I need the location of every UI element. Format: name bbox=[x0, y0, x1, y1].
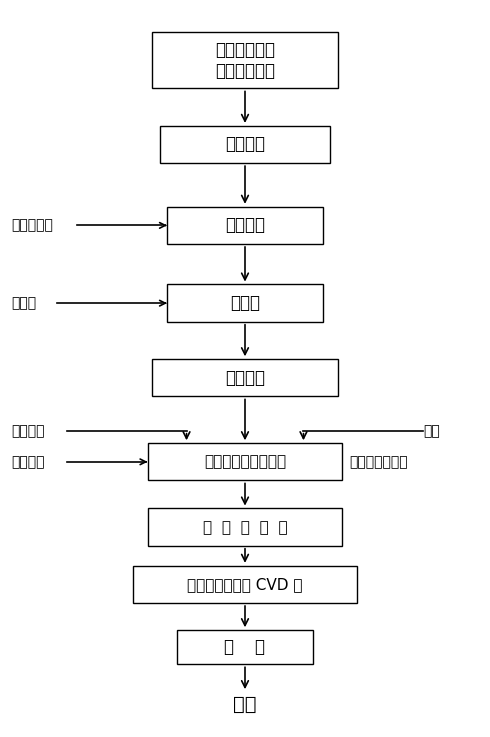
Text: 各类气源: 各类气源 bbox=[11, 455, 45, 469]
Bar bbox=[167, 284, 323, 322]
Text: 成品: 成品 bbox=[233, 695, 257, 714]
Text: 超声波: 超声波 bbox=[11, 296, 36, 310]
Text: 第  一  步  形  核: 第 一 步 形 核 bbox=[203, 520, 287, 534]
Text: 抛研工件: 抛研工件 bbox=[225, 217, 265, 234]
Text: 无污染、无噪音: 无污染、无噪音 bbox=[350, 455, 408, 469]
Bar bbox=[167, 206, 323, 244]
Bar bbox=[152, 359, 338, 397]
Text: 清洗干燥: 清洗干燥 bbox=[225, 368, 265, 387]
Text: 制作硬质合金
义牙铣刀基体: 制作硬质合金 义牙铣刀基体 bbox=[215, 41, 275, 80]
Bar bbox=[147, 509, 343, 546]
Text: 调整功率: 调整功率 bbox=[11, 424, 45, 438]
Bar bbox=[133, 566, 357, 603]
Text: 热丝金刚石涂层设备: 热丝金刚石涂层设备 bbox=[204, 454, 286, 469]
Bar bbox=[147, 443, 343, 481]
Text: 偏压: 偏压 bbox=[423, 424, 440, 438]
Text: 金刚石微粉: 金刚石微粉 bbox=[11, 218, 53, 232]
Text: 预处理: 预处理 bbox=[230, 294, 260, 312]
Bar bbox=[160, 126, 330, 163]
Text: 检    测: 检 测 bbox=[224, 638, 266, 656]
Text: 第二步涂层生长 CVD 膜: 第二步涂层生长 CVD 膜 bbox=[187, 577, 303, 592]
Bar bbox=[152, 32, 338, 88]
Text: 清洗干燥: 清洗干燥 bbox=[225, 136, 265, 153]
Bar bbox=[177, 630, 313, 664]
